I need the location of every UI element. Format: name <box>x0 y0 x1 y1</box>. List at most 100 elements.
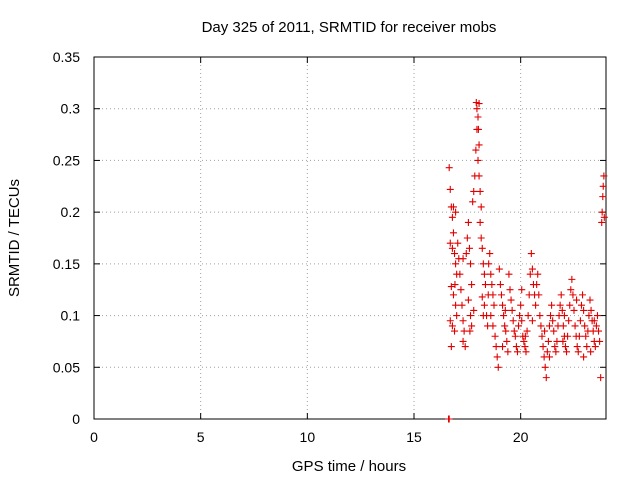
y-tick-label: 0.3 <box>61 101 81 117</box>
x-tick-label: 10 <box>300 429 316 445</box>
data-point <box>500 312 508 320</box>
data-point <box>489 322 497 330</box>
data-point <box>600 172 608 180</box>
data-point <box>544 337 552 345</box>
data-point <box>458 301 466 309</box>
data-point <box>479 312 487 320</box>
data-point <box>495 265 503 273</box>
data-point <box>509 317 517 325</box>
data-point <box>559 322 567 330</box>
data-point <box>486 250 494 258</box>
data-point <box>502 327 510 335</box>
x-tick-label: 15 <box>406 429 422 445</box>
data-point <box>456 270 464 278</box>
data-point <box>593 312 601 320</box>
data-point <box>476 187 484 195</box>
data-point <box>475 100 483 108</box>
data-point <box>522 348 530 356</box>
data-point <box>451 327 459 335</box>
data-point <box>573 296 581 304</box>
data-point <box>459 317 467 325</box>
data-point <box>449 229 457 237</box>
data-point <box>457 286 465 294</box>
data-point <box>586 296 594 304</box>
data-point <box>449 203 457 211</box>
data-point <box>595 327 603 335</box>
grid <box>94 57 606 419</box>
data-point <box>538 332 546 340</box>
data-point <box>503 337 511 345</box>
data-point <box>536 312 544 320</box>
data-point <box>528 317 536 325</box>
data-point <box>447 283 455 291</box>
y-axis-label: SRMTID / TECUs <box>6 179 23 297</box>
data-point <box>504 348 512 356</box>
data-point <box>581 322 589 330</box>
data-point <box>550 327 558 335</box>
data-point <box>566 301 574 309</box>
y-tick-label: 0 <box>72 411 80 427</box>
data-point <box>487 312 495 320</box>
plot-frame <box>93 56 607 420</box>
data-point <box>541 363 549 371</box>
data-point <box>582 332 590 340</box>
data-point <box>592 322 600 330</box>
data-point <box>521 343 529 351</box>
data-point <box>535 291 543 299</box>
data-point <box>598 218 606 226</box>
y-tick-label: 0.2 <box>61 204 81 220</box>
data-point <box>459 337 467 345</box>
y-tick-label: 0.35 <box>53 49 80 65</box>
y-axis: 0 0.05 0.1 0.15 0.2 0.25 0.3 0.35 <box>53 49 606 427</box>
data-point <box>556 301 564 309</box>
data-point <box>464 296 472 304</box>
data-point <box>510 327 518 335</box>
data-point <box>547 312 555 320</box>
y-tick-label: 0.1 <box>61 308 81 324</box>
x-axis: 0 5 10 15 20 <box>90 57 529 445</box>
data-point <box>475 172 483 180</box>
data-point <box>573 343 581 351</box>
data-point <box>523 327 531 335</box>
data-point <box>564 332 572 340</box>
data-point <box>569 291 577 299</box>
x-tick-label: 0 <box>90 429 98 445</box>
data-point <box>448 244 456 252</box>
data-point <box>542 374 550 382</box>
data-point <box>447 343 455 351</box>
data-point <box>506 286 514 294</box>
data-point <box>454 239 462 247</box>
data-point <box>598 208 606 216</box>
data-point <box>501 322 509 330</box>
data-point <box>585 312 593 320</box>
data-point <box>541 327 549 335</box>
data-point <box>583 343 591 351</box>
data-point <box>516 312 524 320</box>
data-point <box>488 281 496 289</box>
data-point <box>567 286 575 294</box>
data-point <box>446 317 454 325</box>
data-point <box>474 125 482 133</box>
data-point <box>568 275 576 283</box>
data-point <box>451 250 459 258</box>
data-point <box>571 322 579 330</box>
data-point <box>448 322 456 330</box>
data-point <box>481 281 489 289</box>
data-point <box>478 244 486 252</box>
data-point <box>468 281 476 289</box>
y-tick-label: 0.25 <box>53 152 80 168</box>
data-point <box>478 293 486 301</box>
data-point <box>518 317 526 325</box>
data-point <box>472 146 480 154</box>
data-point <box>553 337 561 345</box>
data-point <box>561 343 569 351</box>
data-point <box>549 317 557 325</box>
data-point <box>474 113 482 121</box>
data-point <box>491 332 499 340</box>
data-point <box>574 348 582 356</box>
data-point <box>551 343 559 351</box>
data-point <box>528 265 536 273</box>
data-point <box>600 213 608 221</box>
data-point <box>446 239 454 247</box>
